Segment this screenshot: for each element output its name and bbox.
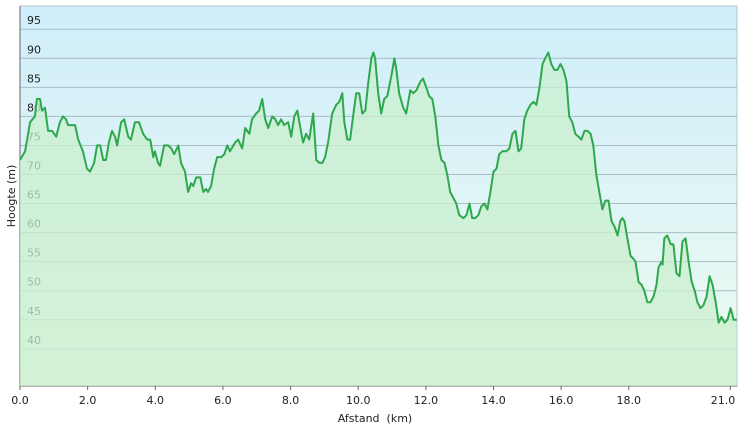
x-tick-label: 18.0 — [617, 394, 642, 407]
x-tick-label: 0.0 — [11, 394, 29, 407]
y-axis-title: Hoogte (m) — [5, 165, 18, 228]
x-tick-label: 2.0 — [79, 394, 97, 407]
y-tick-label: 85 — [27, 72, 41, 85]
x-tick-label: 16.0 — [549, 394, 574, 407]
x-tick-label: 4.0 — [147, 394, 165, 407]
x-tick-label: 21.0 — [711, 394, 736, 407]
y-tick-label: 90 — [27, 43, 41, 56]
x-tick-label: 10.0 — [346, 394, 371, 407]
x-tick-label: 8.0 — [282, 394, 300, 407]
x-axis-title: Afstand (km) — [338, 412, 412, 425]
y-tick-label: 95 — [27, 14, 41, 27]
area — [20, 52, 737, 386]
x-tick-label: 12.0 — [414, 394, 439, 407]
x-tick-label: 6.0 — [214, 394, 232, 407]
line — [19, 51, 737, 324]
x-tick-label: 14.0 — [481, 394, 506, 407]
